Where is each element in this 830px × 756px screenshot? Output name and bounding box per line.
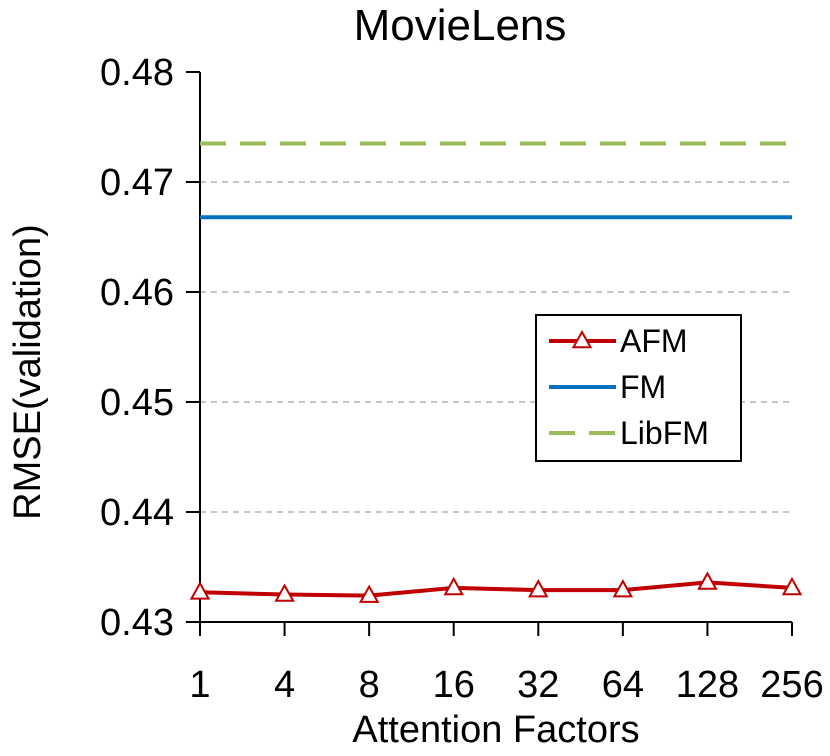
series-line-afm: [199, 580, 793, 598]
x-axis-label: Attention Factors: [352, 709, 639, 751]
y-tick-label: 0.48: [100, 52, 174, 94]
y-axis-label: RMSE(validation): [7, 224, 49, 520]
x-ticks: 1 4 8 16 32 64 128 256: [189, 664, 823, 706]
data-point-afm: [358, 584, 380, 603]
y-tick-label: 0.46: [100, 272, 174, 314]
x-tick-label: 1: [189, 664, 210, 706]
y-tick-label: 0.44: [100, 492, 174, 534]
axes: [186, 71, 793, 636]
x-tick-label: 64: [602, 664, 644, 706]
data-point-afm: [528, 579, 549, 598]
data-point-afm: [443, 576, 464, 596]
data-point-afm: [189, 581, 211, 600]
y-tick-label: 0.47: [100, 162, 174, 204]
legend-label-afm: AFM: [620, 323, 688, 359]
x-tick-label: 32: [517, 664, 559, 706]
legend-label-fm: FM: [620, 369, 666, 405]
y-tick-label: 0.43: [100, 602, 174, 644]
legend-marker-afm: [571, 329, 593, 349]
x-tick-label: 16: [433, 664, 475, 706]
x-tick-label: 128: [676, 664, 739, 706]
x-tick-label: 8: [359, 664, 380, 706]
data-point-afm: [781, 576, 803, 596]
y-tick-label: 0.45: [100, 382, 174, 424]
x-tick-label: 256: [760, 664, 823, 706]
legend: AFM FM LibFM: [535, 314, 742, 462]
data-point-afm: [697, 571, 718, 590]
chart-title: MovieLens: [354, 1, 567, 50]
x-tick-label: 4: [274, 664, 295, 706]
legend-label-libfm: LibFM: [620, 415, 709, 451]
data-point-afm: [612, 579, 634, 598]
y-ticks: 0.43 0.44 0.45 0.46 0.47 0.48: [100, 52, 174, 644]
data-point-afm: [274, 583, 295, 602]
series-group: [189, 141, 803, 603]
